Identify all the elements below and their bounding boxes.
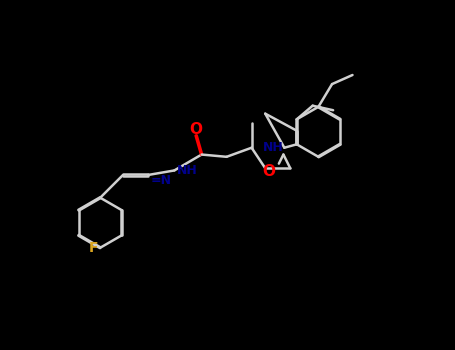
Text: O: O xyxy=(190,122,202,138)
Text: NH: NH xyxy=(263,141,283,154)
Text: NH: NH xyxy=(177,164,197,177)
Text: =N: =N xyxy=(150,174,171,187)
Text: F: F xyxy=(89,241,98,255)
Text: O: O xyxy=(263,164,275,179)
